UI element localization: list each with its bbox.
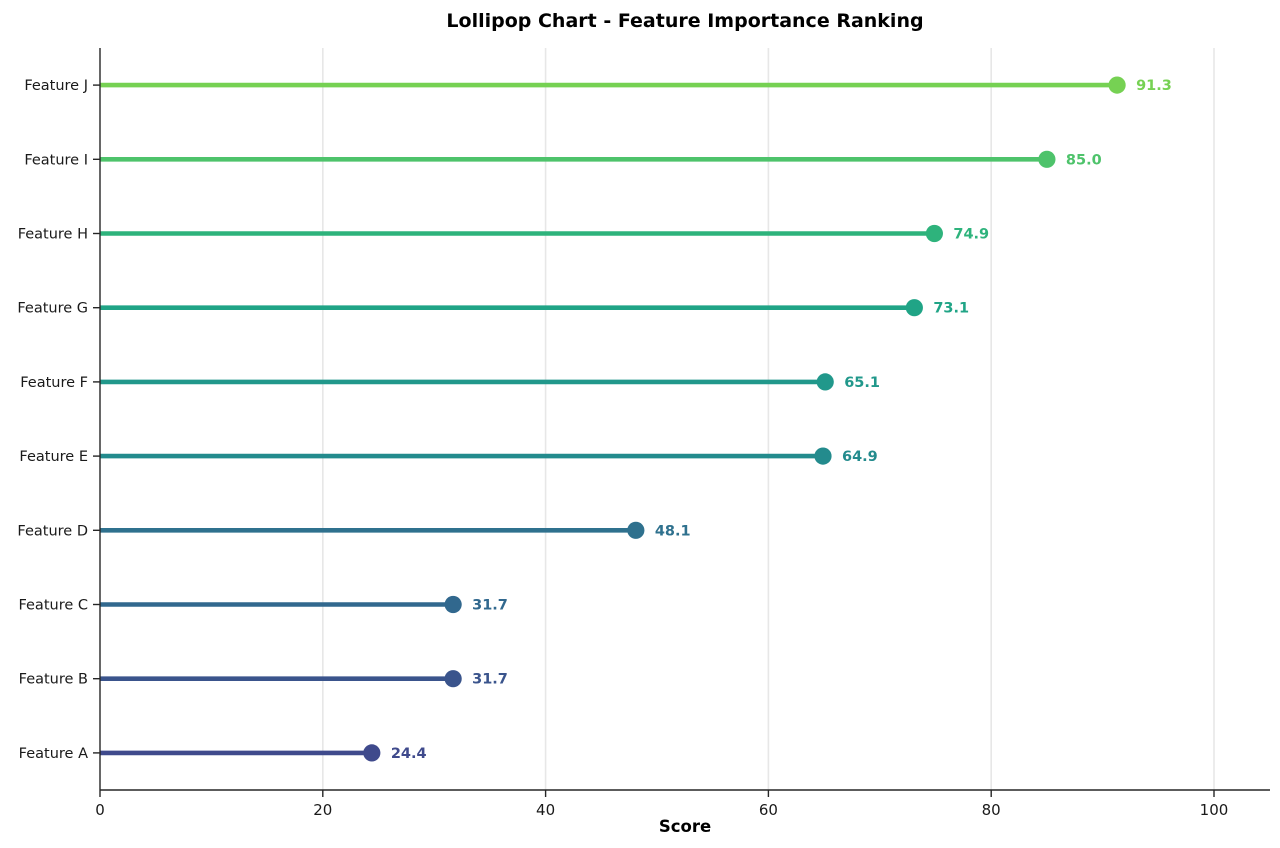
y-category-label: Feature A: [19, 746, 88, 762]
y-category-label: Feature F: [20, 375, 88, 391]
x-tick-label: 80: [982, 801, 1001, 819]
value-label: 64.9: [842, 449, 878, 465]
value-label: 73.1: [933, 301, 969, 317]
x-tick-label: 40: [536, 801, 555, 819]
lollipop-dot: [627, 521, 645, 539]
x-axis-title: Score: [659, 817, 711, 836]
lollipop-dot: [363, 744, 381, 762]
x-tick-label: 100: [1200, 801, 1229, 819]
lollipop-dot: [444, 670, 462, 688]
lollipop-dot: [905, 299, 923, 317]
y-category-label: Feature J: [24, 78, 88, 94]
x-tick-label: 0: [95, 801, 105, 819]
value-label: 31.7: [472, 598, 508, 614]
x-tick-label: 20: [313, 801, 332, 819]
value-label: 65.1: [844, 375, 880, 391]
chart-title: Lollipop Chart - Feature Importance Rank…: [446, 10, 923, 32]
y-category-label: Feature E: [19, 449, 88, 465]
lollipop-dot: [444, 595, 462, 614]
value-label: 31.7: [472, 672, 508, 688]
y-category-label: Feature I: [24, 152, 88, 168]
grid-layer: [321, 48, 1215, 790]
value-label: 24.4: [391, 746, 427, 762]
y-category-label: Feature G: [17, 301, 88, 317]
lollipop-dot: [1108, 76, 1126, 94]
lollipop-dot: [814, 447, 832, 465]
lollipop-dot: [925, 224, 943, 243]
y-category-label: Feature H: [18, 227, 88, 243]
y-category-label: Feature B: [19, 672, 88, 688]
value-label: 48.1: [655, 523, 691, 539]
y-category-label: Feature C: [18, 598, 88, 614]
value-label: 91.3: [1136, 78, 1172, 94]
series-layer: 91.3 85.0 74.9 73.1 65.1 64.9 48.1 31.7 31.7 24.4: [100, 76, 1172, 762]
axes-layer: 0 20 40 60 80 100 Feature J Feature I Feature H F…: [17, 48, 1270, 819]
x-tick-label: 60: [759, 801, 778, 819]
lollipop-dot: [1038, 150, 1056, 168]
y-category-label: Feature D: [17, 523, 88, 539]
value-label: 74.9: [953, 227, 989, 243]
lollipop-dot: [816, 373, 834, 391]
value-label: 85.0: [1066, 152, 1102, 168]
